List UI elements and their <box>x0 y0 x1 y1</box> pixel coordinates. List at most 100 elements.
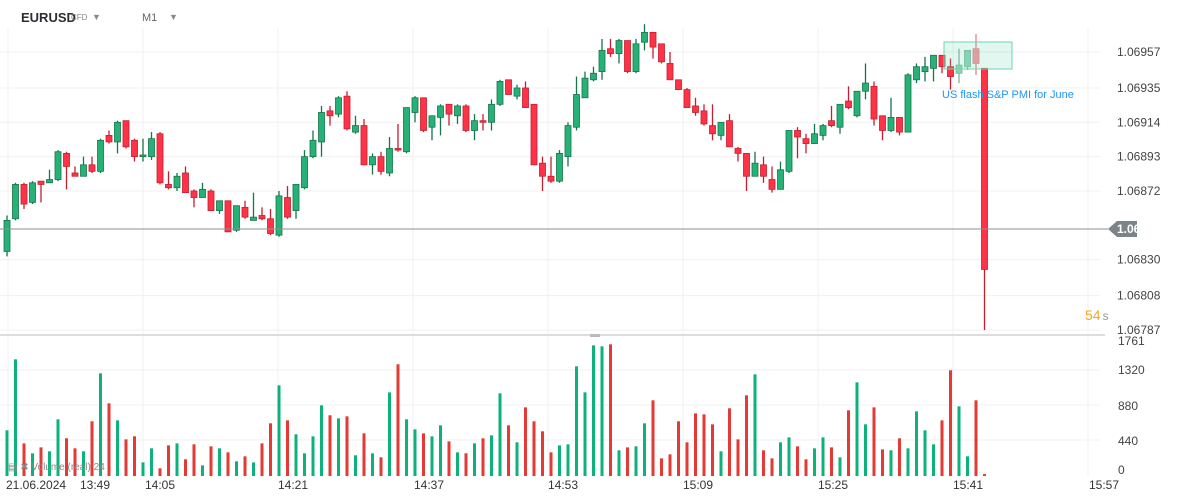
candle[interactable] <box>836 103 844 134</box>
candle[interactable] <box>964 49 971 70</box>
candle[interactable] <box>649 31 657 59</box>
pane-resize-handle[interactable] <box>590 334 600 337</box>
candle[interactable] <box>564 122 572 167</box>
candle[interactable] <box>513 84 521 100</box>
candle[interactable] <box>63 151 70 190</box>
candle[interactable] <box>904 73 912 133</box>
event-annotation[interactable]: US flash S&P PMI for June <box>942 89 1074 101</box>
time-axis[interactable]: 21.06.2024 13:49 14:05 14:21 14:37 14:53 15:09… <box>6 478 1119 492</box>
candle[interactable] <box>224 200 232 233</box>
candle[interactable] <box>811 123 818 144</box>
candle[interactable] <box>692 97 699 116</box>
candle[interactable] <box>666 52 674 81</box>
candle[interactable] <box>454 104 461 124</box>
candle[interactable] <box>369 153 376 175</box>
candle[interactable] <box>726 114 733 148</box>
candle[interactable] <box>819 123 827 141</box>
candle[interactable] <box>326 105 334 126</box>
candle[interactable] <box>394 123 402 152</box>
candle[interactable] <box>105 130 113 144</box>
candle[interactable] <box>20 182 28 209</box>
symbol-dropdown-caret-icon[interactable]: ▼ <box>92 12 101 22</box>
candle[interactable] <box>131 138 138 162</box>
candle[interactable] <box>88 156 96 173</box>
candle[interactable] <box>420 97 427 133</box>
candle[interactable] <box>947 58 954 90</box>
candle[interactable] <box>80 156 87 177</box>
candle[interactable] <box>207 189 215 211</box>
candle[interactable] <box>54 150 62 182</box>
candle[interactable] <box>683 87 691 108</box>
candle[interactable] <box>615 38 623 64</box>
candle[interactable] <box>46 169 53 184</box>
candle[interactable] <box>301 150 308 190</box>
candle[interactable] <box>97 138 104 173</box>
candle[interactable] <box>216 200 223 214</box>
candle[interactable] <box>122 120 130 149</box>
candle[interactable] <box>462 104 470 133</box>
candle[interactable] <box>828 105 835 128</box>
candle[interactable] <box>148 132 155 160</box>
symbol-selector[interactable]: EURUSD <box>21 10 76 25</box>
candle[interactable] <box>411 96 419 123</box>
candle[interactable] <box>539 156 546 191</box>
candle[interactable] <box>760 156 767 183</box>
candle[interactable] <box>71 166 79 177</box>
candle[interactable] <box>267 208 274 236</box>
candle[interactable] <box>488 99 495 131</box>
candle[interactable] <box>972 34 980 75</box>
candle[interactable] <box>530 103 538 166</box>
candle[interactable] <box>522 81 529 108</box>
candle[interactable] <box>241 200 249 219</box>
candle[interactable] <box>743 152 750 191</box>
candle[interactable] <box>777 161 784 190</box>
price-axis[interactable]: 1.06957 1.06935 1.06914 1.06893 1.06872 1.068… <box>1117 45 1161 337</box>
candle[interactable] <box>352 115 359 134</box>
candle[interactable] <box>981 67 988 330</box>
candle[interactable] <box>156 132 164 185</box>
candle[interactable] <box>802 133 810 154</box>
candle[interactable] <box>921 56 929 82</box>
candle[interactable] <box>173 172 181 191</box>
volume-settings-icon[interactable]: ▤ ✖ <box>8 462 32 473</box>
candle[interactable] <box>37 180 45 203</box>
candle[interactable] <box>794 127 801 159</box>
candle[interactable] <box>556 150 563 183</box>
candle[interactable] <box>360 119 368 166</box>
candle[interactable] <box>165 171 172 190</box>
candle[interactable] <box>879 115 886 141</box>
candle[interactable] <box>496 79 504 106</box>
candle[interactable] <box>709 104 716 141</box>
candle[interactable] <box>913 63 920 84</box>
candle[interactable] <box>624 40 631 74</box>
candle[interactable] <box>505 79 512 95</box>
candle[interactable] <box>853 90 861 118</box>
candle[interactable] <box>12 182 19 221</box>
candle[interactable] <box>199 182 206 198</box>
candle[interactable] <box>233 205 240 232</box>
candle[interactable] <box>717 121 725 141</box>
candle[interactable] <box>479 114 487 131</box>
candle[interactable] <box>751 151 759 177</box>
candle[interactable] <box>862 63 869 100</box>
candle[interactable] <box>930 54 937 82</box>
timeframe-selector[interactable]: M1 <box>142 12 158 24</box>
candle[interactable] <box>309 130 317 159</box>
timeframe-dropdown-caret-icon[interactable]: ▼ <box>169 12 178 22</box>
candle[interactable] <box>632 38 640 74</box>
candle[interactable] <box>403 107 410 154</box>
candle[interactable] <box>896 117 903 136</box>
candle[interactable] <box>3 215 11 257</box>
candle[interactable] <box>139 138 147 162</box>
candle[interactable] <box>768 166 776 193</box>
candle[interactable] <box>641 24 648 51</box>
candle[interactable] <box>598 38 606 80</box>
candle[interactable] <box>258 207 266 221</box>
candle[interactable] <box>658 43 665 64</box>
candle[interactable] <box>437 104 444 136</box>
candle[interactable] <box>581 71 589 99</box>
candle[interactable] <box>335 96 342 118</box>
candle[interactable] <box>845 86 852 110</box>
candle[interactable] <box>114 120 121 154</box>
candle[interactable] <box>590 66 597 82</box>
